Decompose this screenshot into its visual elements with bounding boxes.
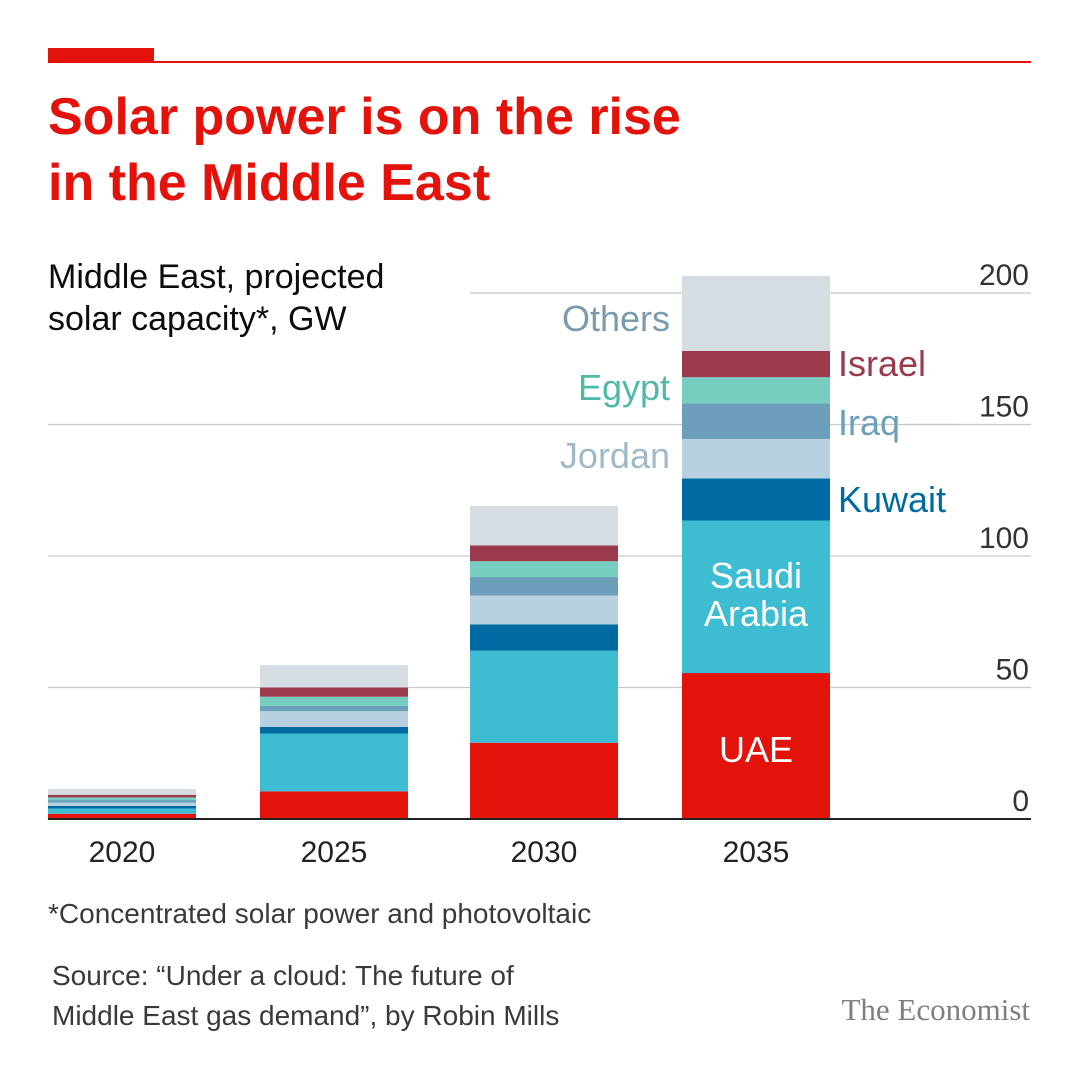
bar-2020-jordan [48, 802, 196, 806]
bar-2025-saudi-arabia [260, 733, 408, 792]
bar-2035-iraq [682, 403, 830, 439]
source-note: Source: “Under a cloud: The future of Mi… [52, 956, 672, 1036]
bar-2035-egypt [682, 377, 830, 404]
bar-2030-uae [470, 742, 618, 819]
y-tick-label-50: 50 [996, 654, 1029, 687]
bar-2025-others [260, 665, 408, 688]
bars [48, 275, 830, 819]
chart-title-line-2: in the Middle East [48, 154, 491, 212]
y-tick-label-100: 100 [979, 522, 1029, 555]
chart-subtitle-line-1: Middle East, projected [48, 258, 385, 296]
economist-logo: The Economist [841, 992, 1030, 1027]
label-saudi-arabia-line-2: Arabia [704, 593, 809, 634]
bar-2030-israel [470, 545, 618, 562]
x-tick-label-2030: 2030 [511, 836, 578, 869]
footnote: *Concentrated solar power and photovolta… [48, 898, 592, 929]
bar-2030-kuwait [470, 624, 618, 651]
bar-2035-saudi-arabia [682, 520, 830, 674]
bar-2030-others [470, 506, 618, 546]
label-uae: UAE [719, 729, 793, 770]
bar-2025-kuwait [260, 726, 408, 734]
bar-2030-iraq [470, 577, 618, 596]
x-tick-label-2020: 2020 [89, 836, 156, 869]
bar-2030-saudi-arabia [470, 650, 618, 743]
bar-2030-jordan [470, 595, 618, 625]
x-tick-label-2035: 2035 [723, 836, 790, 869]
label-kuwait: Kuwait [838, 479, 946, 520]
label-egypt: Egypt [578, 367, 670, 408]
header-tag [48, 48, 154, 62]
bar-2020-others [48, 789, 196, 795]
bar-2025-jordan [260, 711, 408, 727]
label-jordan: Jordan [560, 435, 670, 476]
chart-title: Solar power is on the rise in the Middle… [48, 84, 948, 216]
axes: 0 50 100 150 200 2020 2025 2030 2035 [48, 259, 1031, 869]
chart-subtitle: Middle East, projected solar capacity*, … [48, 256, 468, 340]
y-tick-label-150: 150 [979, 391, 1029, 424]
bar-2025-israel [260, 687, 408, 697]
bar-2035-kuwait [682, 478, 830, 521]
label-others: Others [562, 298, 670, 339]
header-rule [48, 61, 1031, 63]
bar-2020-uae [48, 813, 196, 819]
source-line-1: Source: “Under a cloud: The future of [52, 960, 514, 991]
x-tick-label-2025: 2025 [301, 836, 368, 869]
bar-2020-egypt [48, 797, 196, 801]
series-labels: Others Egypt Jordan Israel Iraq Kuwait S… [560, 298, 946, 770]
bar-2025-iraq [260, 705, 408, 712]
label-iraq: Iraq [838, 402, 900, 443]
label-israel: Israel [838, 343, 926, 384]
bar-2020-iraq [48, 800, 196, 803]
bar-2020-saudi-arabia [48, 808, 196, 814]
bar-2030-egypt [470, 561, 618, 578]
chart-title-line-1: Solar power is on the rise [48, 88, 681, 146]
bar-2025-uae [260, 791, 408, 819]
bar-2035-others [682, 275, 830, 351]
bar-2025-egypt [260, 696, 408, 706]
source-line-2: Middle East gas demand”, by Robin Mills [52, 1000, 560, 1031]
bar-2020-kuwait [48, 805, 196, 809]
label-saudi-arabia-line-1: Saudi [710, 555, 802, 596]
bar-2035-jordan [682, 438, 830, 479]
bar-2035-uae [682, 673, 830, 819]
chart-subtitle-line-2: solar capacity*, GW [48, 300, 347, 338]
y-tick-label-200: 200 [979, 259, 1029, 292]
bar-2020-israel [48, 794, 196, 798]
bar-2035-israel [682, 350, 830, 378]
y-tick-label-0: 0 [1012, 785, 1029, 818]
